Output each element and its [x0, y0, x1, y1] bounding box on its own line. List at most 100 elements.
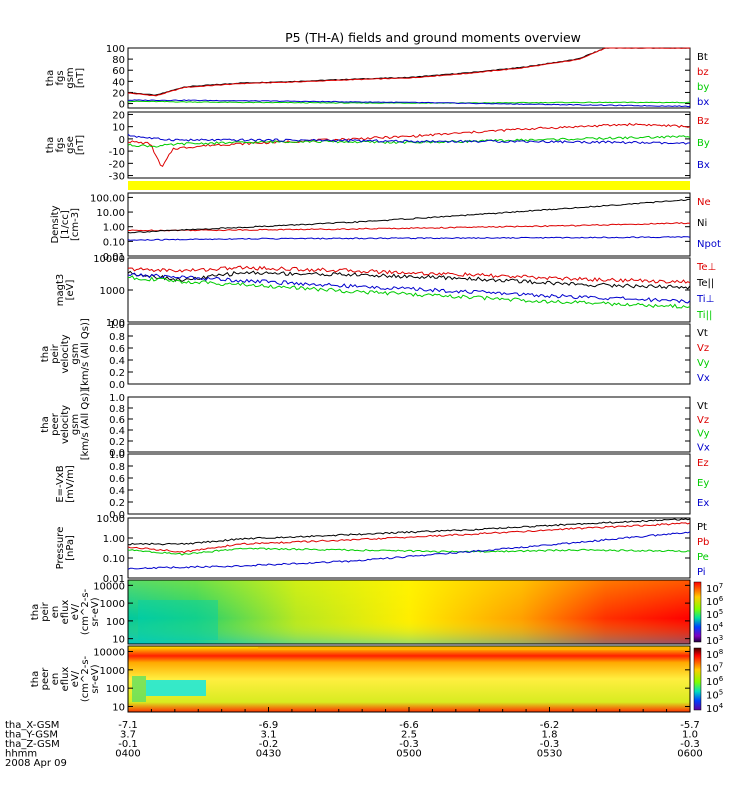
series-line-Te — [127, 265, 691, 284]
y-tick-label: 0.4 — [109, 486, 125, 497]
y-axis-label: peir — [40, 601, 51, 621]
panel-frame — [127, 257, 691, 323]
colorbar-peir — [693, 581, 702, 643]
y-axis-label: eV/ — [70, 670, 81, 687]
legend-entry: By — [697, 138, 710, 149]
y-axis-label: gse — [65, 136, 76, 154]
panel-temperature: 10000 1000 100 magt3 [eV] Te⊥ Te|| Ti⊥ Ti|| — [55, 254, 716, 329]
y-tick-label: 100 — [106, 44, 125, 55]
y-axis-label: peer — [50, 412, 61, 436]
y-axis-label: [eV] — [65, 280, 76, 301]
legend-entry: Vt — [697, 328, 708, 339]
colorbar-label: 106 — [706, 595, 724, 608]
y-tick-label: 0.2 — [109, 437, 125, 448]
y-tick-label: 40 — [112, 77, 125, 88]
y-axis-label: [nT] — [75, 68, 86, 88]
legend-entry: Ni — [697, 218, 707, 229]
series-line-bx — [127, 99, 691, 108]
x-row-value: -6.6 — [399, 720, 419, 731]
y-tick-label: 0.2 — [109, 498, 125, 509]
legend-entry: bz — [697, 67, 709, 78]
y-tick-label: 0.6 — [109, 415, 125, 426]
series-line-Npot — [127, 236, 691, 241]
y-axis-label: Pressure — [55, 527, 66, 570]
y-axis-label: gsm — [70, 343, 81, 364]
y-tick-label: 60 — [112, 66, 125, 77]
legend-entry: Pt — [697, 522, 707, 533]
heatmap-peer-cyan — [146, 680, 206, 696]
y-tick-label: 100 — [106, 617, 125, 628]
legend-entry: Pe — [697, 552, 709, 563]
colorbar-label: 108 — [706, 648, 723, 661]
x-row-value: -5.7 — [680, 720, 700, 731]
legend-entry: bx — [697, 97, 709, 108]
x-row-value: -0.3 — [680, 739, 700, 750]
legend-entry: Ne — [697, 197, 711, 208]
colorbar-label: 104 — [706, 702, 724, 715]
y-tick-label: 10000 — [93, 254, 125, 265]
series-line-Pt — [127, 518, 691, 546]
series-line-Ti — [127, 275, 691, 309]
series-line-Bt — [127, 47, 691, 96]
heatmap-peer-upper — [258, 647, 688, 650]
y-axis-label: peer — [40, 667, 51, 691]
y-axis-label: magt3 — [55, 274, 66, 307]
y-tick-label: 0 — [119, 100, 125, 111]
x-row-value: 0400 — [115, 749, 140, 760]
y-axis-label: [nT] — [75, 135, 86, 155]
legend-entry: Ez — [697, 458, 709, 469]
date-label: 2008 Apr 09 — [5, 758, 67, 769]
y-tick-label: 0.6 — [109, 474, 125, 485]
series-line-Te — [127, 270, 691, 290]
series-line-Pe — [127, 547, 691, 556]
legend-entry: Bx — [697, 160, 710, 171]
legend-entry: Vx — [697, 442, 710, 453]
y-axis-label: (cm^2-s- — [80, 588, 91, 635]
panel-frame — [127, 192, 691, 257]
y-axis-label: [nPa] — [65, 535, 76, 561]
x-row-value: -0.1 — [118, 739, 138, 750]
y-tick-label: 10000 — [93, 648, 125, 659]
y-axis-label: [km/s (All Qs)] — [80, 389, 91, 461]
legend-entry: Vz — [697, 415, 709, 426]
panel-density: 100.00 10.00 1.00 0.10 0.01 Density [1/cc] [cm-… — [50, 192, 721, 263]
legend-entry: Te⊥ — [696, 262, 716, 273]
y-tick-label: 0.0 — [109, 448, 125, 459]
y-tick-label: 1000 — [100, 666, 125, 677]
x-row-value: -6.9 — [259, 720, 279, 731]
y-tick-label: 0.4 — [109, 426, 125, 437]
panel-peir-velocity: 1.00.80.60.40.20.0 tha peir velocity gsm [km/… — [40, 318, 710, 391]
y-tick-label: 10.00 — [96, 208, 125, 219]
colorbar-peer — [693, 647, 702, 711]
series-line-bz — [127, 47, 691, 97]
mode-bar — [128, 181, 690, 190]
legend-entry: Bt — [697, 52, 708, 63]
legend-entry: Vt — [697, 401, 708, 412]
y-tick-label: 0.0 — [109, 510, 125, 521]
x-row-value: 0500 — [396, 749, 421, 760]
y-axis-label: fgs — [55, 137, 66, 152]
y-tick-label: 0.10 — [103, 554, 125, 565]
y-axis-label: eV/ — [70, 603, 81, 620]
y-axis-label: fgs — [55, 70, 66, 85]
x-row-value: 3.7 — [120, 730, 136, 741]
legend-entry: Vx — [697, 373, 710, 384]
y-tick-label: 0.0 — [109, 380, 125, 391]
y-tick-label: 0.6 — [109, 344, 125, 355]
heatmap-peer — [128, 646, 690, 712]
y-tick-label: 1.0 — [109, 393, 125, 404]
heatmap-peir-lowflux — [138, 600, 218, 640]
series-line-Bx — [127, 133, 691, 145]
y-tick-label: 10 — [112, 123, 125, 134]
y-tick-label: 1.0 — [109, 320, 125, 331]
y-axis-label: Density — [50, 205, 61, 243]
y-axis-label: en — [50, 606, 61, 619]
heatmap-peer-green — [132, 676, 146, 702]
panel-frame — [127, 47, 691, 109]
panel-frame — [127, 396, 691, 453]
